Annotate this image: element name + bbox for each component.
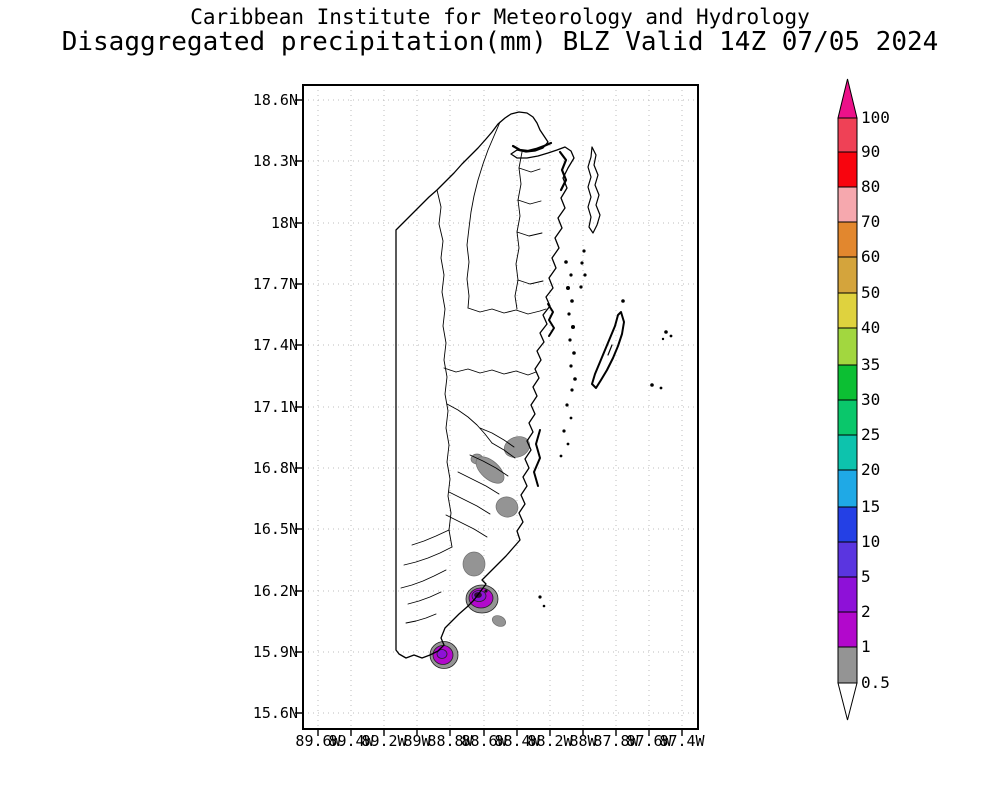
- y-axis-label: 18.3N: [252, 152, 298, 170]
- x-axis-label: 89.2W: [361, 732, 407, 750]
- colorbar-segment: [837, 576, 858, 613]
- reef-islets: [538, 249, 673, 608]
- colorbar-segment: [837, 399, 858, 436]
- colorbar-segment: [837, 151, 858, 188]
- colorbar-segment: [837, 292, 858, 329]
- x-axis-label: 88.6W: [461, 732, 507, 750]
- colorbar-label: 20: [861, 460, 881, 479]
- colorbar-label: 60: [861, 247, 881, 266]
- y-axis-label: 16.2N: [252, 582, 298, 600]
- coast-accent: [558, 150, 568, 192]
- x-axis-label: 88W: [569, 732, 597, 750]
- turneffe-atoll: [591, 311, 625, 389]
- coast-accent: [547, 303, 555, 337]
- colorbar-segment: [837, 117, 858, 153]
- district-boundaries: [400, 121, 547, 624]
- x-axis-label: 89W: [403, 732, 431, 750]
- colorbar-label: 30: [861, 390, 881, 409]
- colorbar-segment: [837, 327, 858, 366]
- colorbar-label: 25: [861, 425, 881, 444]
- x-axis-label: 88.8W: [427, 732, 473, 750]
- colorbar-segment: [837, 434, 858, 471]
- colorbar-label: 2: [861, 602, 871, 621]
- precip-blob-gray: [495, 496, 519, 518]
- grid-lines: [303, 85, 698, 729]
- x-axis-label: 88.4W: [494, 732, 540, 750]
- colorbar-segment: [837, 611, 858, 648]
- precip-blob-gray: [503, 436, 531, 458]
- coast-accent: [511, 141, 553, 153]
- colorbar-segment: [837, 186, 858, 223]
- precip-blob-gray: [491, 615, 507, 627]
- colorbar-arrow-top: [837, 78, 858, 119]
- x-axis-label: 87.8W: [593, 732, 639, 750]
- colorbar-label: 80: [861, 177, 881, 196]
- y-axis-label: 15.6N: [252, 704, 298, 722]
- y-axis-label: 17.4N: [252, 336, 298, 354]
- precip-shading: [429, 436, 531, 669]
- colorbar-segment: [837, 646, 858, 684]
- colorbar-label: 1: [861, 637, 871, 656]
- x-axis-label: 89.6W: [295, 732, 341, 750]
- colorbar-label: 10: [861, 532, 881, 551]
- colorbar-label: 70: [861, 212, 881, 231]
- colorbar: [837, 78, 858, 721]
- colorbar-label: 0.5: [861, 673, 890, 692]
- colorbar-segment: [837, 364, 858, 401]
- colorbar-arrow-bottom: [837, 682, 858, 721]
- colorbar-segment: [837, 541, 858, 578]
- coast-accent: [533, 429, 541, 487]
- colorbar-segment: [837, 256, 858, 294]
- x-axis-label: 88.2W: [527, 732, 573, 750]
- plot-frame: [302, 84, 699, 730]
- y-axis-label: 17.1N: [252, 398, 298, 416]
- cayes-islands: [587, 146, 625, 389]
- y-axis-label: 18N: [270, 214, 298, 232]
- map-outlines: [395, 111, 673, 659]
- precip-blob-gray: [462, 551, 486, 577]
- coastline-belize: [395, 111, 575, 659]
- y-axis-label: 17.7N: [252, 275, 298, 293]
- colorbar-label: 35: [861, 355, 881, 374]
- colorbar-label: 100: [861, 108, 890, 127]
- x-axis-label: 87.4W: [659, 732, 705, 750]
- colorbar-segment: [837, 221, 858, 258]
- y-axis-label: 16.5N: [252, 520, 298, 538]
- ambergris-caye: [587, 146, 601, 234]
- axis-ticks: [295, 99, 683, 736]
- colorbar-label: 5: [861, 567, 871, 586]
- institute-title: Caribbean Institute for Meteorology and …: [190, 5, 810, 29]
- colorbar-segment: [837, 506, 858, 543]
- colorbar-segment: [837, 469, 858, 508]
- colorbar-label: 90: [861, 142, 881, 161]
- colorbar-label: 50: [861, 283, 881, 302]
- y-axis-label: 18.6N: [252, 91, 298, 109]
- colorbar-label: 40: [861, 318, 881, 337]
- y-axis-label: 16.8N: [252, 459, 298, 477]
- page-title: Disaggregated precipitation(mm) BLZ Vali…: [61, 27, 939, 57]
- x-axis-label: 89.4W: [328, 732, 374, 750]
- x-axis-label: 87.6W: [626, 732, 672, 750]
- y-axis-label: 15.9N: [252, 643, 298, 661]
- colorbar-label: 15: [861, 497, 881, 516]
